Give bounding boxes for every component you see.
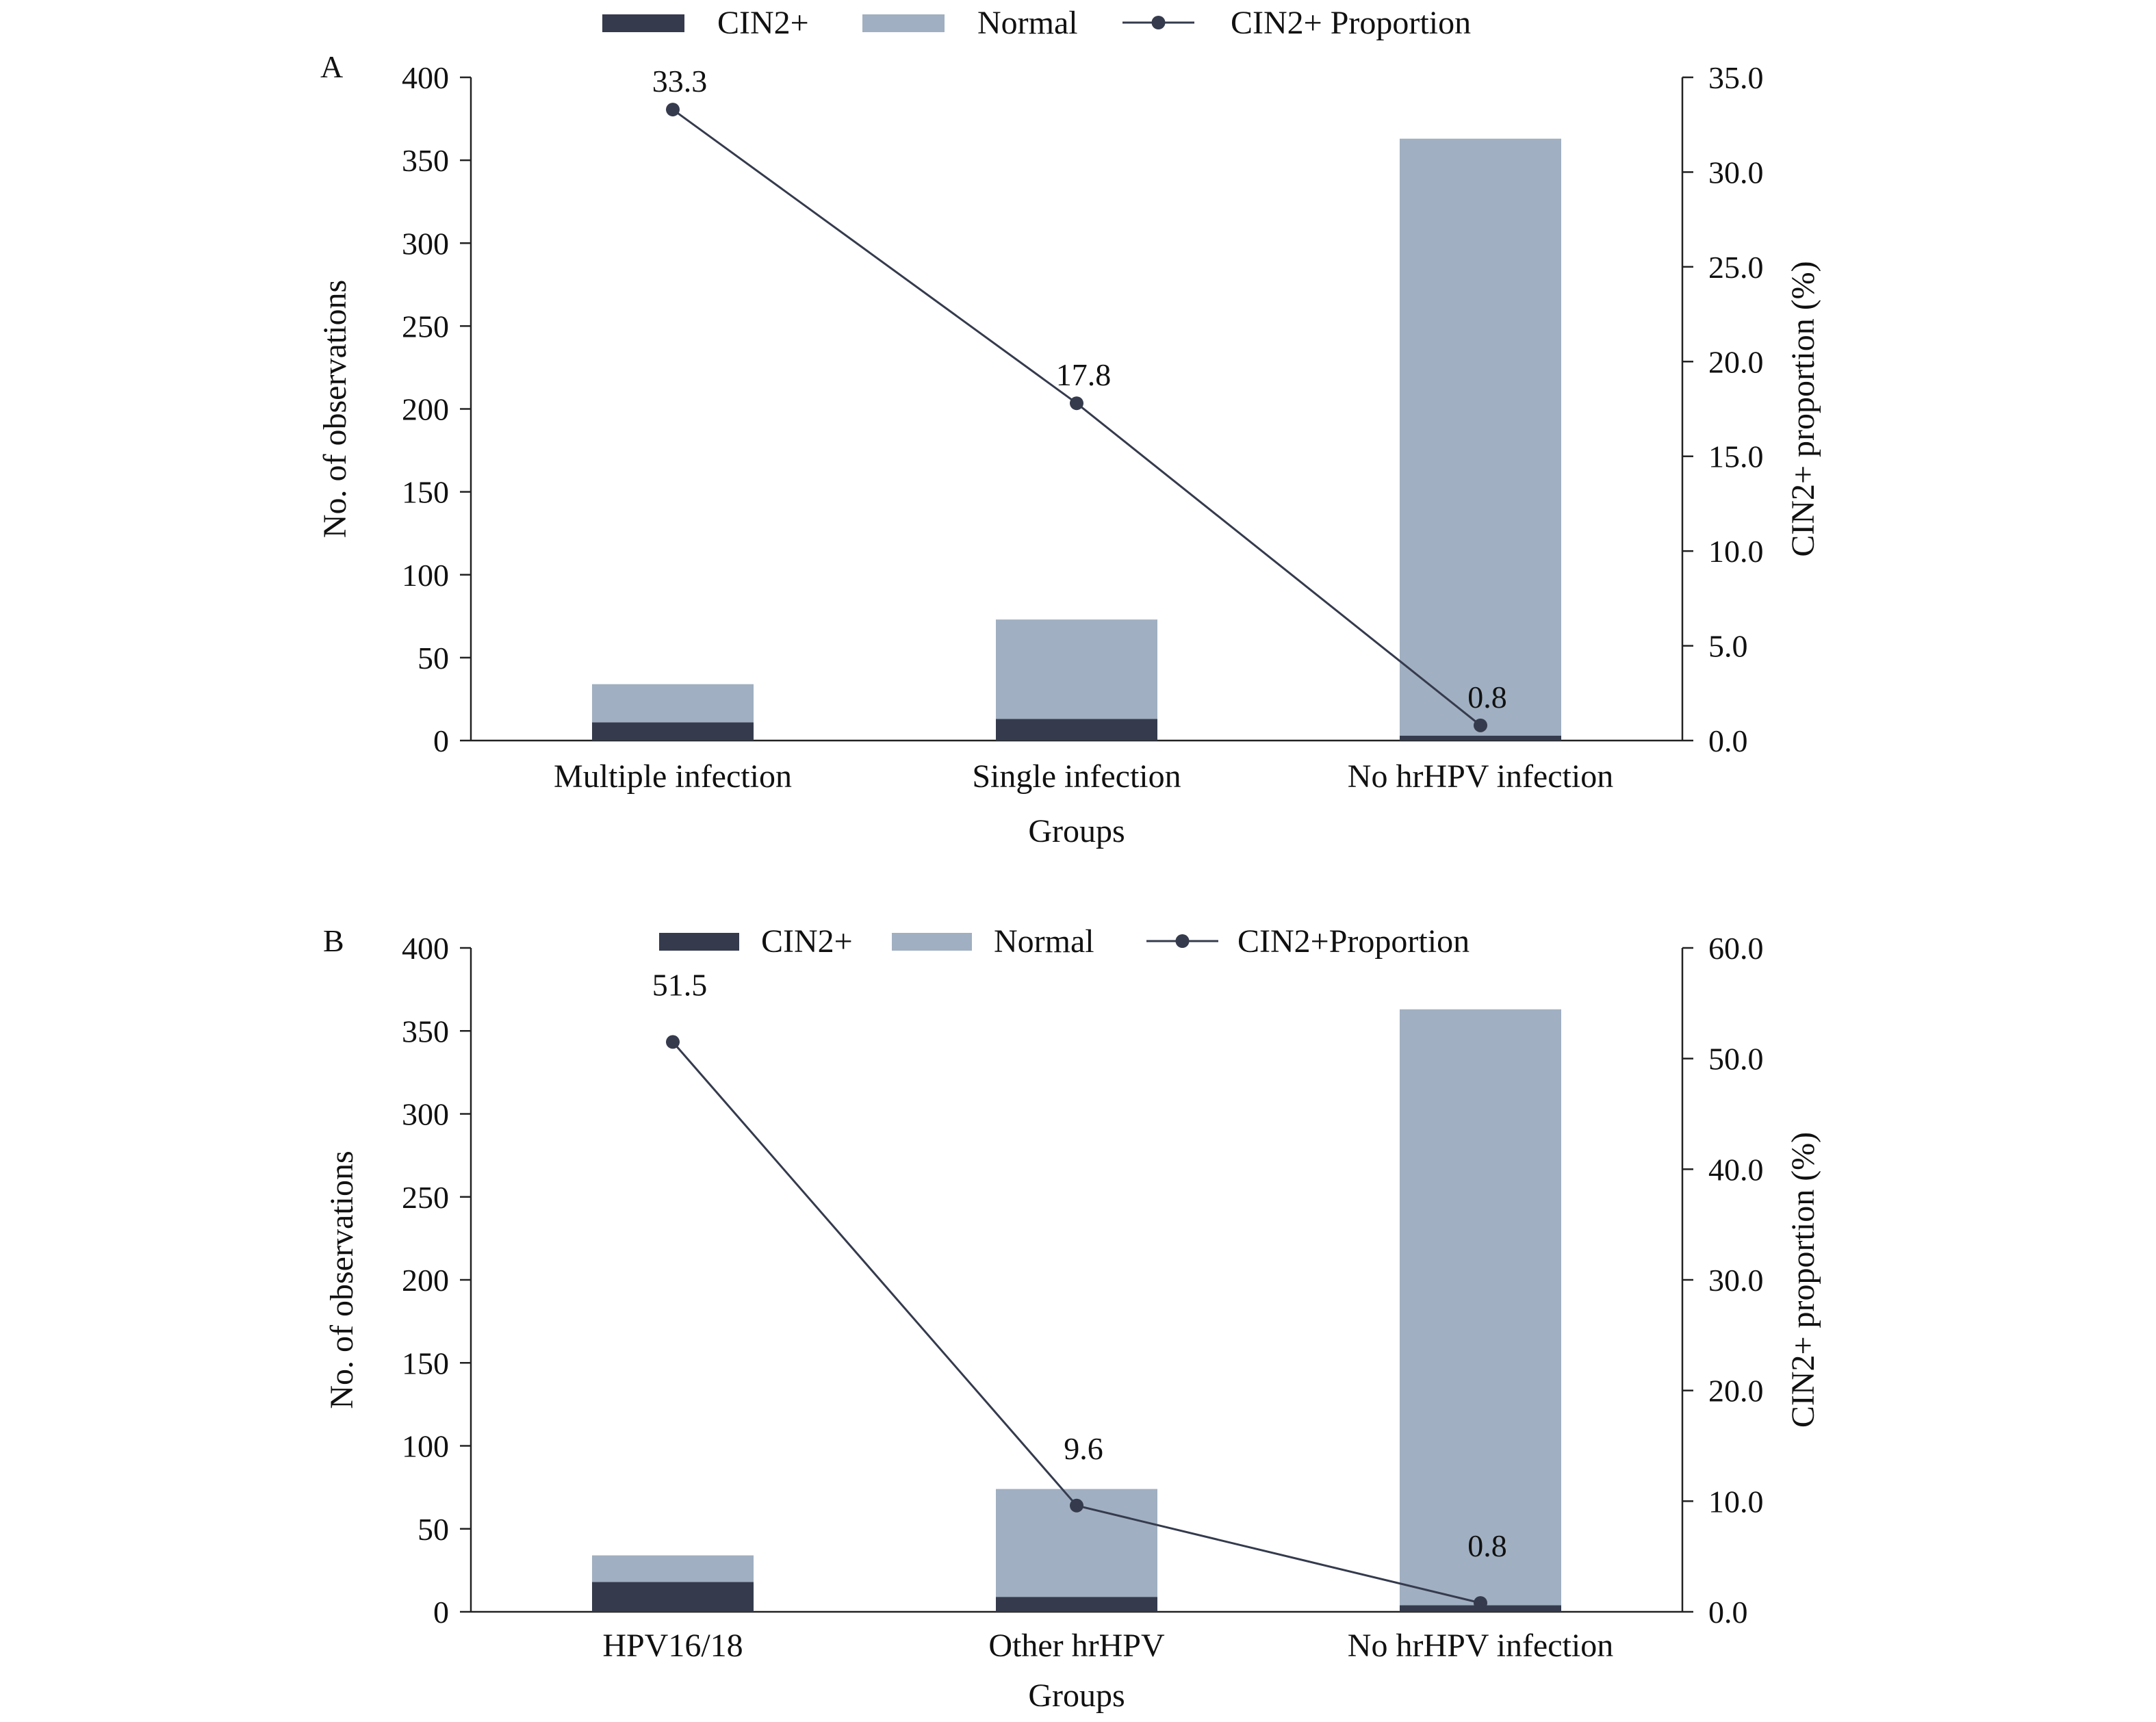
chart-panel-a: A 0 50 100 150 200 250 300 350 400 0.0 5.0 10.0 15.0 2… [317, 5, 1821, 849]
legend-swatch-normal [862, 14, 945, 32]
proportion-point [1070, 396, 1083, 411]
x-tick-label: No hrHPV infection [1348, 758, 1613, 795]
legend-label: CIN2+Proportion [1237, 923, 1470, 960]
y2-tick-label: 0.0 [1708, 723, 1748, 758]
bar-normal [592, 684, 754, 723]
x-axis-label: Groups [1028, 1678, 1125, 1714]
bar-cin2 [1400, 735, 1561, 741]
data-label: 51.5 [652, 967, 708, 1002]
y-tick-label: 150 [402, 475, 449, 510]
y2-tick-label: 60.0 [1708, 931, 1764, 966]
proportion-point [666, 103, 680, 117]
proportion-point [666, 1035, 680, 1049]
proportion-point [1474, 718, 1487, 732]
x-axis-label: Groups [1028, 813, 1125, 849]
y-tick-label: 250 [402, 309, 449, 344]
y-tick-label: 50 [418, 1512, 449, 1547]
y-axis-label: No. of observations [317, 280, 353, 538]
y-tick-label: 50 [418, 641, 449, 676]
y2-tick-label: 0.0 [1708, 1595, 1748, 1630]
x-tick-label: HPV16/18 [602, 1628, 743, 1664]
legend-marker-proportion [1175, 934, 1190, 948]
y2-tick-label: 5.0 [1708, 629, 1748, 664]
y-tick-label: 400 [402, 60, 449, 95]
x-tick-label: Single infection [972, 758, 1181, 795]
y-tick-label: 0 [433, 723, 449, 758]
legend-label: CIN2+ [717, 5, 809, 41]
x-tick-label: No hrHPV infection [1348, 1628, 1613, 1664]
bar-cin2 [592, 722, 754, 741]
legend-marker-proportion [1151, 16, 1166, 29]
y2-axis-label: CIN2+ proportion (%) [1785, 261, 1821, 556]
chart-panel-b: B 0 50 100 150 200 250 300 350 400 0.0 10.0 20.0 30.0… [323, 923, 1821, 1714]
y-tick-label: 250 [402, 1180, 449, 1215]
y-tick-label: 400 [402, 931, 449, 966]
y2-tick-label: 20.0 [1708, 1374, 1764, 1409]
bar-cin2 [996, 719, 1157, 741]
y-tick-label: 200 [402, 392, 449, 427]
legend-label: CIN2+ [761, 923, 853, 960]
y2-tick-label: 40.0 [1708, 1152, 1764, 1187]
proportion-point [1474, 1596, 1487, 1610]
y2-tick-label: 10.0 [1708, 534, 1764, 569]
y2-tick-label: 30.0 [1708, 155, 1764, 190]
x-tick-label: Other hrHPV [988, 1628, 1165, 1664]
bar-normal [592, 1555, 754, 1582]
data-label: 0.8 [1467, 680, 1507, 715]
panel-label: A [320, 49, 343, 84]
y-axis-label: No. of observations [324, 1151, 360, 1409]
y-tick-label: 300 [402, 226, 449, 261]
proportion-point [1070, 1498, 1083, 1513]
panel-label: B [323, 923, 344, 958]
legend-label: Normal [994, 923, 1094, 960]
data-label: 9.6 [1064, 1431, 1103, 1466]
bar-cin2 [996, 1597, 1157, 1612]
y-tick-label: 100 [402, 1429, 449, 1464]
y2-tick-label: 20.0 [1708, 344, 1764, 379]
data-label: 0.8 [1467, 1528, 1507, 1563]
y2-axis-label: CIN2+ proportion (%) [1785, 1132, 1821, 1428]
y2-tick-label: 50.0 [1708, 1042, 1764, 1077]
legend-swatch-cin2 [659, 933, 739, 951]
y-tick-label: 300 [402, 1097, 449, 1132]
y2-tick-label: 10.0 [1708, 1484, 1764, 1519]
legend-label: CIN2+ Proportion [1231, 5, 1471, 41]
x-tick-label: Multiple infection [554, 758, 792, 795]
y2-tick-label: 25.0 [1708, 250, 1764, 285]
y2-tick-label: 30.0 [1708, 1263, 1764, 1298]
legend-swatch-cin2 [602, 14, 684, 32]
bar-cin2 [592, 1582, 754, 1612]
y-tick-label: 350 [402, 1014, 449, 1049]
data-label: 33.3 [652, 64, 708, 99]
legend: CIN2+ Normal CIN2+ Proportion [602, 5, 1471, 41]
data-label: 17.8 [1056, 357, 1112, 392]
legend: CIN2+ Normal CIN2+Proportion [659, 923, 1470, 960]
y-tick-label: 350 [402, 143, 449, 178]
y-tick-label: 0 [433, 1595, 449, 1630]
legend-swatch-normal [892, 933, 972, 951]
y2-tick-label: 15.0 [1708, 439, 1764, 474]
y-tick-label: 150 [402, 1346, 449, 1380]
legend-label: Normal [977, 5, 1078, 41]
bar-normal [996, 619, 1157, 719]
y2-tick-label: 35.0 [1708, 60, 1764, 95]
bar-normal [1400, 1009, 1561, 1606]
y-tick-label: 100 [402, 558, 449, 593]
bar-normal [1400, 138, 1561, 736]
y-tick-label: 200 [402, 1263, 449, 1298]
